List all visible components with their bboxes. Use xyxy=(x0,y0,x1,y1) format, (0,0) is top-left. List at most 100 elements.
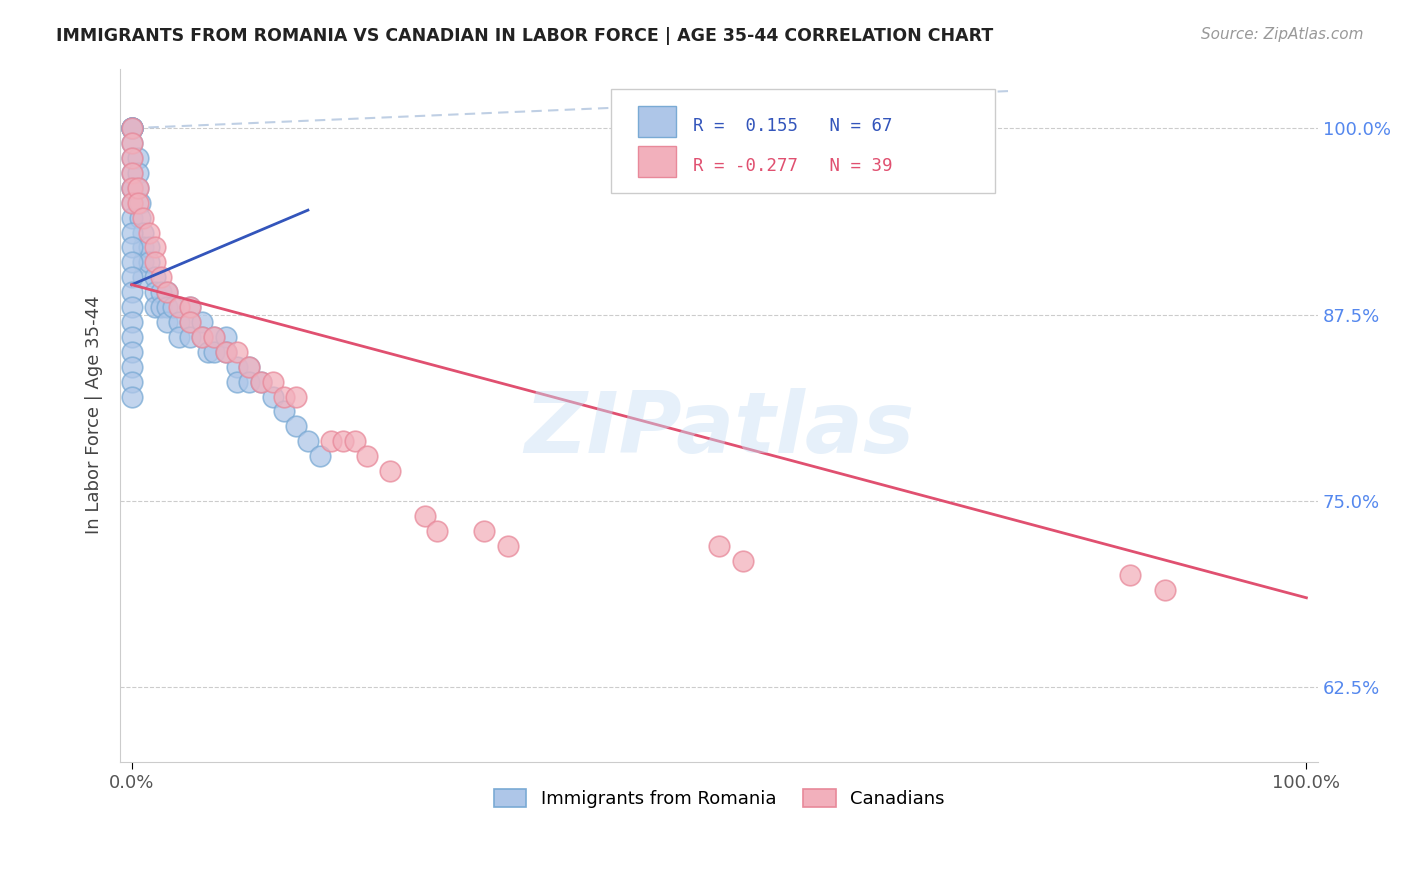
FancyBboxPatch shape xyxy=(637,106,676,137)
Point xyxy=(121,121,143,136)
Point xyxy=(179,315,201,329)
Point xyxy=(226,359,249,374)
Point xyxy=(121,315,143,329)
Point xyxy=(121,344,143,359)
Point xyxy=(132,211,155,225)
Point xyxy=(343,434,366,449)
Point xyxy=(1154,583,1177,598)
Point xyxy=(129,211,152,225)
Point xyxy=(121,181,143,195)
Point xyxy=(121,300,143,314)
Point xyxy=(121,166,143,180)
Point xyxy=(121,181,143,195)
Point xyxy=(179,300,201,314)
Y-axis label: In Labor Force | Age 35-44: In Labor Force | Age 35-44 xyxy=(86,296,103,534)
Point xyxy=(127,181,149,195)
Point xyxy=(472,524,495,538)
Text: Source: ZipAtlas.com: Source: ZipAtlas.com xyxy=(1201,27,1364,42)
Point xyxy=(179,330,201,344)
Point xyxy=(1119,568,1142,582)
Point xyxy=(162,300,184,314)
Point xyxy=(167,300,190,314)
Point xyxy=(496,539,519,553)
Point xyxy=(121,240,143,254)
Point xyxy=(127,166,149,180)
Point xyxy=(332,434,354,449)
Point xyxy=(121,375,143,389)
Point xyxy=(132,255,155,269)
Point xyxy=(121,136,143,150)
Point xyxy=(121,151,143,165)
Point xyxy=(127,151,149,165)
Point xyxy=(179,300,201,314)
Point xyxy=(285,419,308,434)
Point xyxy=(121,121,143,136)
Point xyxy=(138,255,160,269)
Point xyxy=(238,359,260,374)
Point xyxy=(156,285,179,300)
Point xyxy=(132,270,155,285)
Point xyxy=(121,121,143,136)
Point xyxy=(121,121,143,136)
Point xyxy=(707,539,730,553)
Point xyxy=(262,375,284,389)
Point xyxy=(202,330,225,344)
Point xyxy=(179,315,201,329)
Point xyxy=(262,390,284,404)
Text: R =  0.155   N = 67: R = 0.155 N = 67 xyxy=(693,117,893,135)
Point xyxy=(143,240,166,254)
Point xyxy=(138,240,160,254)
Point xyxy=(121,226,143,240)
Point xyxy=(121,211,143,225)
Point xyxy=(121,121,143,136)
Point xyxy=(167,330,190,344)
Point xyxy=(191,315,214,329)
Point xyxy=(150,270,173,285)
Point xyxy=(215,330,238,344)
Point xyxy=(121,151,143,165)
Point xyxy=(143,285,166,300)
Point xyxy=(426,524,449,538)
Point xyxy=(121,166,143,180)
Point xyxy=(202,344,225,359)
FancyBboxPatch shape xyxy=(637,146,676,178)
Point xyxy=(121,330,143,344)
Point xyxy=(378,464,401,478)
Point xyxy=(308,449,330,463)
Point xyxy=(215,344,238,359)
Text: IMMIGRANTS FROM ROMANIA VS CANADIAN IN LABOR FORCE | AGE 35-44 CORRELATION CHART: IMMIGRANTS FROM ROMANIA VS CANADIAN IN L… xyxy=(56,27,994,45)
Point xyxy=(121,255,143,269)
Point xyxy=(156,300,179,314)
Point xyxy=(150,285,173,300)
Point xyxy=(321,434,343,449)
Point xyxy=(127,181,149,195)
Point xyxy=(129,195,152,210)
Point xyxy=(121,195,143,210)
Point xyxy=(121,195,143,210)
Point xyxy=(191,330,214,344)
Point xyxy=(731,553,754,567)
Point xyxy=(238,375,260,389)
Point xyxy=(132,226,155,240)
Point xyxy=(150,300,173,314)
Point xyxy=(156,315,179,329)
Point xyxy=(215,344,238,359)
Point xyxy=(202,330,225,344)
Point xyxy=(138,226,160,240)
Text: R = -0.277   N = 39: R = -0.277 N = 39 xyxy=(693,157,893,175)
Point xyxy=(121,359,143,374)
Point xyxy=(121,121,143,136)
Point xyxy=(121,136,143,150)
Point xyxy=(415,508,437,523)
Point xyxy=(297,434,319,449)
Point xyxy=(143,300,166,314)
Point xyxy=(250,375,273,389)
Point xyxy=(127,195,149,210)
Point xyxy=(167,315,190,329)
Point xyxy=(121,270,143,285)
Point xyxy=(273,404,295,418)
Point xyxy=(121,285,143,300)
Point xyxy=(121,181,143,195)
Point xyxy=(156,285,179,300)
Point xyxy=(143,255,166,269)
